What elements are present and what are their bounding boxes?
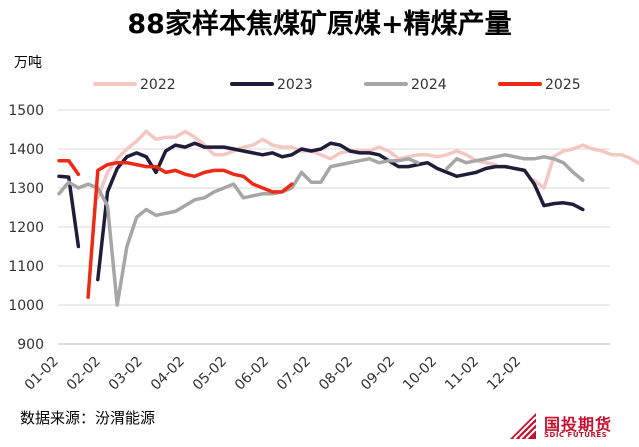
y-tick-label: 1500 — [8, 103, 44, 119]
logo-text-en: SDIC FUTURES — [544, 431, 608, 439]
sdic-futures-logo: 国投期货 SDIC FUTURES — [510, 410, 638, 444]
data-source-note: 数据来源：汾渭能源 — [20, 409, 156, 427]
series-line-2024 — [57, 157, 420, 307]
sdic-logo-icon — [510, 413, 536, 439]
x-tick-label: 05-02 — [190, 354, 230, 394]
y-tick-label: 1200 — [8, 220, 44, 236]
x-tick-label: 04-02 — [148, 354, 188, 394]
legend-label-2022: 2022 — [140, 77, 176, 93]
x-tick-label: 10-02 — [400, 354, 440, 394]
x-tick-label: 09-02 — [358, 354, 398, 394]
series-line-2022 — [532, 143, 639, 190]
chart-title: 88家样本焦煤矿原煤+精煤产量 — [127, 9, 512, 40]
series-2022 — [96, 129, 639, 200]
y-tick-label: 900 — [17, 337, 44, 353]
x-tick-label: 01-02 — [22, 354, 62, 394]
logo-text-cn: 国投期货 — [544, 415, 613, 434]
y-tick-label: 1100 — [8, 259, 44, 275]
y-axis-unit-label: 万吨 — [14, 55, 42, 71]
series-line-2023 — [96, 141, 585, 282]
series-line-2022 — [96, 129, 498, 200]
x-tick-label: 06-02 — [232, 354, 272, 394]
series-2023 — [57, 141, 585, 282]
series-line-2025 — [86, 160, 294, 299]
legend-label-2023: 2023 — [277, 77, 313, 93]
legend: 2022 2023 2024 2025 — [93, 77, 581, 93]
y-tick-label: 1400 — [8, 142, 44, 158]
x-tick-label: 07-02 — [274, 354, 314, 394]
series-line-2024 — [445, 153, 585, 182]
x-tick-label: 08-02 — [316, 354, 356, 394]
series-line-2025 — [57, 158, 81, 177]
series-line-2023 — [57, 174, 81, 249]
x-tick-label: 02-02 — [64, 354, 104, 394]
axes: 900 1000 1100 1200 1300 1400 1500 01-02 02-02 03-… — [8, 103, 610, 394]
x-tick-label: 12-02 — [484, 354, 524, 394]
legend-label-2025: 2025 — [545, 77, 581, 93]
y-tick-label: 1300 — [8, 181, 44, 197]
x-tick-label: 03-02 — [106, 354, 146, 394]
series-2024 — [57, 153, 585, 307]
y-tick-label: 1000 — [8, 298, 44, 314]
legend-label-2024: 2024 — [411, 77, 447, 93]
series-2025 — [57, 158, 294, 299]
x-tick-label: 11-02 — [442, 354, 482, 394]
series-layer — [57, 129, 639, 307]
